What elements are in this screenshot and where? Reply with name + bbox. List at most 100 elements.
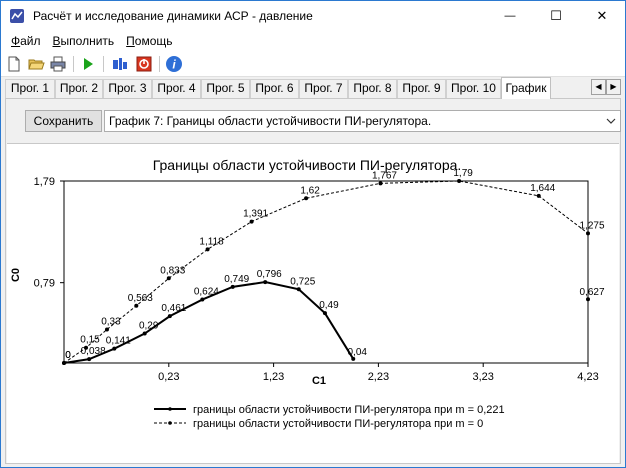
chevron-right-icon: ▶ <box>610 82 617 91</box>
data-label-solid: 0 <box>65 350 71 361</box>
data-label-solid: 0,038 <box>81 346 106 357</box>
open-folder-icon[interactable] <box>27 55 45 73</box>
tab-scroll-left-button[interactable]: ◀ <box>591 79 606 95</box>
data-label-solid: 0,461 <box>161 303 186 314</box>
data-label-dashed: 1,767 <box>372 170 397 181</box>
legend-dashed-marker <box>168 421 172 425</box>
data-label-dashed: 1,79 <box>453 168 473 179</box>
data-point-solid <box>296 287 301 292</box>
data-label-dashed: 1,391 <box>243 209 268 220</box>
data-label-dashed: 0 <box>65 350 71 361</box>
legend-item-dashed: границы области устойчивости ПИ-регулято… <box>193 418 483 430</box>
tab-prog-2[interactable]: Прог. 2 <box>55 79 103 98</box>
data-point-dashed <box>62 361 66 365</box>
menu-run[interactable]: Выполнить <box>52 34 115 48</box>
y-tick-label: 1,79 <box>34 176 55 188</box>
minimize-icon: — <box>504 10 516 22</box>
data-point-solid <box>112 346 117 351</box>
x-tick-label: 0,23 <box>158 371 179 383</box>
data-label-dashed: 0,33 <box>101 316 121 327</box>
menu-bar: Файл Выполнить Помощь <box>1 31 625 51</box>
stop-icon[interactable] <box>135 55 153 73</box>
info-icon[interactable]: i <box>165 55 183 73</box>
data-label-dashed: 1,62 <box>300 185 320 196</box>
tab-prog-7[interactable]: Прог. 7 <box>299 79 348 98</box>
data-label-dashed: 0,15 <box>80 335 100 346</box>
data-point-dashed <box>205 247 210 252</box>
data-label-solid: 0,725 <box>290 276 315 287</box>
menu-file[interactable]: Файл <box>11 34 41 48</box>
stability-chart: Границы области устойчивости ПИ-регулято… <box>10 157 605 430</box>
data-label-dashed: 0,833 <box>160 265 185 276</box>
tab-prog-3[interactable]: Прог. 3 <box>103 79 152 98</box>
chart-title: Границы области устойчивости ПИ-регулято… <box>153 157 462 173</box>
minimize-button[interactable]: — <box>487 1 533 31</box>
chevron-left-icon: ◀ <box>595 82 602 91</box>
chart-select[interactable]: График 7: Границы области устойчивости П… <box>104 110 621 132</box>
data-point-dashed <box>586 297 590 302</box>
legend: границы области устойчивости ПИ-регулято… <box>154 404 505 430</box>
data-point-dashed <box>104 327 109 332</box>
data-point-dashed <box>134 303 139 308</box>
app-icon <box>10 9 24 23</box>
chart-panel: Сохранить График 7: Границы области усто… <box>5 98 621 464</box>
legend-item-solid: границы области устойчивости ПИ-регулято… <box>193 404 505 416</box>
data-point-solid <box>142 331 147 336</box>
x-tick-label: 3,23 <box>472 371 493 383</box>
tab-prog-1[interactable]: Прог. 1 <box>5 79 55 98</box>
run-icon[interactable] <box>79 55 97 73</box>
tab-prog-4[interactable]: Прог. 4 <box>152 79 201 98</box>
x-axis-label: C1 <box>312 375 326 387</box>
data-point-dashed <box>166 276 171 281</box>
data-point-dashed <box>536 193 541 198</box>
data-label-solid: 0,749 <box>224 274 249 285</box>
tab-prog-10[interactable]: Прог. 10 <box>446 79 501 98</box>
data-point-dashed <box>249 219 254 224</box>
calculator-icon[interactable] <box>111 55 129 73</box>
toolbar-separator <box>159 56 160 72</box>
tab-prog-9[interactable]: Прог. 9 <box>397 79 446 98</box>
data-label-dashed: 1,275 <box>579 220 604 231</box>
series-line-dashed <box>63 180 589 364</box>
maximize-icon: ☐ <box>550 8 562 23</box>
tab-chart[interactable]: График <box>501 77 551 99</box>
data-label-solid: 0,796 <box>257 269 282 280</box>
tab-prog-6[interactable]: Прог. 6 <box>250 79 299 98</box>
tab-scroll-right-button[interactable]: ▶ <box>606 79 621 95</box>
x-tick-label: 2,23 <box>368 371 389 383</box>
data-point-dashed <box>586 231 590 236</box>
svg-text:i: i <box>172 58 176 72</box>
data-point-dashed <box>304 196 309 201</box>
data-label-solid: 0,29 <box>139 321 159 332</box>
save-button[interactable]: Сохранить <box>25 110 102 132</box>
tab-prog-5[interactable]: Прог. 5 <box>201 79 250 98</box>
data-label-dashed: 0,563 <box>128 293 153 304</box>
toolbar-separator <box>103 56 104 72</box>
toolbar-separator <box>73 56 74 72</box>
chart-select-value: График 7: Границы области устойчивости П… <box>109 114 432 128</box>
x-tick-label: 1,23 <box>263 371 284 383</box>
print-icon[interactable] <box>49 55 67 73</box>
chevron-down-icon <box>606 118 616 124</box>
data-point-solid <box>87 357 92 362</box>
data-label-solid: 0,04 <box>348 347 368 358</box>
maximize-button[interactable]: ☐ <box>533 1 579 31</box>
y-axis-label: C0 <box>10 268 22 282</box>
data-point-dashed <box>378 181 383 186</box>
data-label-solid: 0,49 <box>319 300 339 311</box>
data-point-solid <box>230 284 235 289</box>
tab-prog-8[interactable]: Прог. 8 <box>348 79 397 98</box>
x-tick-label: 4,23 <box>577 371 598 383</box>
y-tick-label: 0,79 <box>34 278 55 290</box>
data-label-solid: 0,624 <box>194 287 219 298</box>
new-document-icon[interactable] <box>5 55 23 73</box>
data-point-solid <box>322 311 327 316</box>
data-point-solid <box>200 297 205 302</box>
close-button[interactable]: ✕ <box>579 1 625 31</box>
title-bar[interactable]: Расчёт и исследование динамики АСР - дав… <box>1 1 625 31</box>
menu-help[interactable]: Помощь <box>126 34 173 48</box>
tab-strip: Прог. 1 Прог. 2 Прог. 3 Прог. 4 Прог. 5 … <box>1 77 625 99</box>
legend-solid-marker <box>168 407 172 411</box>
plot-border <box>63 180 589 364</box>
